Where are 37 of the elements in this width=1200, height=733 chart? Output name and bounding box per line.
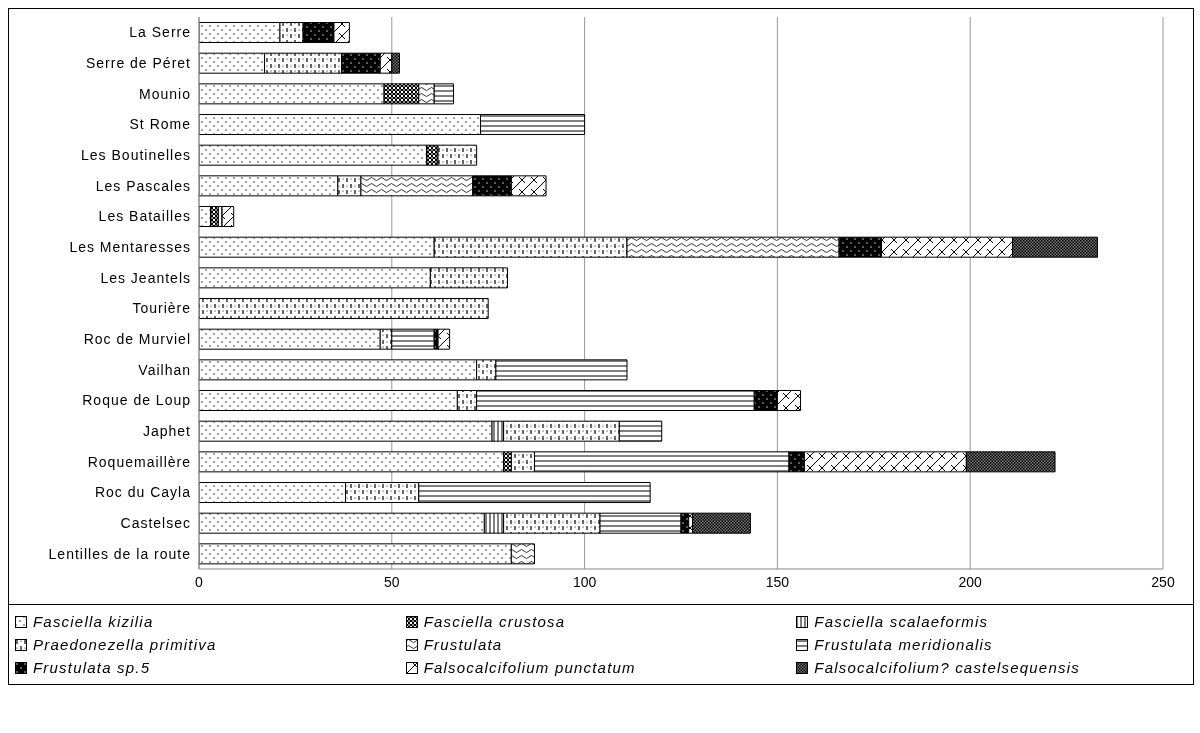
- y-tick-label: Les Mentaresses: [69, 238, 191, 255]
- y-tick-label: Roque de Loup: [82, 392, 191, 409]
- y-tick-label: Roquemaillère: [87, 453, 191, 470]
- bar: [437, 328, 451, 350]
- y-tick-label: Tourière: [132, 300, 191, 317]
- legend-label: Falsocalcifolium? castelsequensis: [814, 659, 1080, 676]
- x-tick-label: 100: [572, 573, 597, 590]
- bar: [199, 298, 489, 320]
- y-tick-label: Vailhan: [138, 361, 191, 378]
- y-tick-label: Roc de Murviel: [83, 330, 191, 347]
- y-tick-label: La Serre: [129, 24, 191, 41]
- legend-label: Frustulata sp.5: [33, 659, 151, 676]
- x-tick-label: 50: [384, 573, 400, 590]
- y-tick-label: Les Batailles: [98, 208, 191, 225]
- x-tick-label: 0: [195, 573, 204, 590]
- y-tick-label: Mounio: [139, 85, 191, 102]
- y-tick-label: Les Jeantels: [100, 269, 191, 286]
- x-tick-label: 150: [765, 573, 790, 590]
- y-tick-label: Les Boutinelles: [81, 146, 191, 163]
- bar: [692, 512, 751, 534]
- y-tick-label: Serre de Péret: [85, 54, 191, 71]
- y-tick-label: Roc du Cayla: [94, 484, 191, 501]
- legend-label: Falsocalcifolium punctatum: [423, 659, 636, 676]
- x-tick-label: 200: [958, 573, 983, 590]
- legend-label: Fasciella crustosa: [423, 613, 566, 630]
- y-tick-label: Castelsec: [120, 514, 191, 531]
- x-tick-label: 250: [1151, 573, 1175, 590]
- legend-label: Frustulata: [423, 636, 503, 653]
- legend-label: Praedonezella primitiva: [33, 636, 217, 653]
- legend-label: Fasciella scalaeformis: [814, 613, 989, 630]
- legend-label: Fasciella kizilia: [33, 613, 154, 630]
- y-tick-label: St Rome: [129, 116, 191, 133]
- y-tick-label: Japhet: [142, 422, 191, 439]
- legend-label: Frustulata meridionalis: [814, 636, 993, 653]
- y-tick-label: Les Pascales: [95, 177, 191, 194]
- y-tick-label: Lentilles de la route: [48, 545, 191, 562]
- bar: [221, 206, 235, 228]
